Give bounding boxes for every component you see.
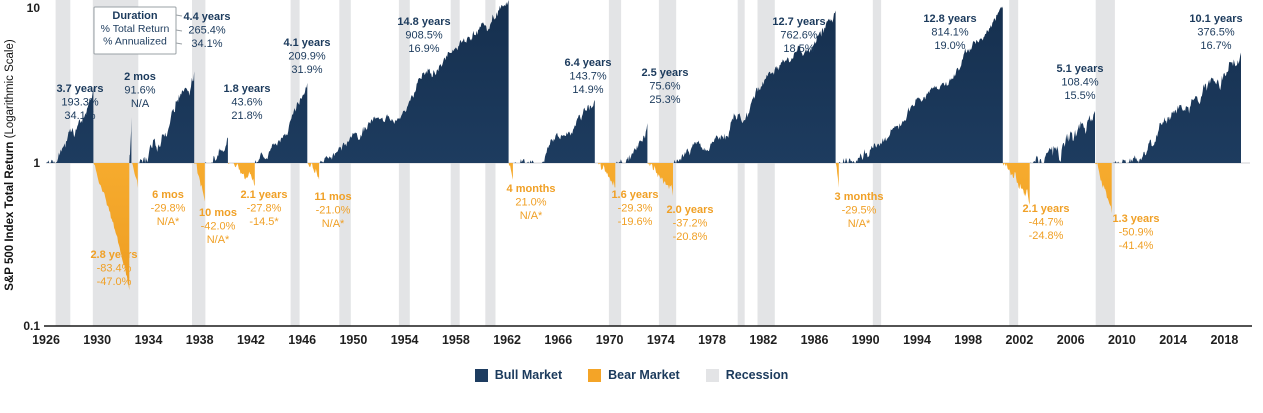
bull-market-area bbox=[615, 123, 648, 163]
x-tick-label: 1994 bbox=[903, 333, 931, 347]
y-axis-title: S&P 500 Index Total Return (Logarithmic … bbox=[4, 39, 16, 291]
bear-market-annotation: 2.0 years -37.2% -20.8% bbox=[666, 204, 713, 243]
bear-market-area bbox=[131, 163, 138, 188]
bull-market-area bbox=[1029, 111, 1095, 163]
bull-market-annotation: 14.8 years 908.5% 16.9% bbox=[397, 16, 450, 55]
bear-market-annotation: 2.1 years -44.7% -24.8% bbox=[1022, 203, 1069, 242]
bear-market-area bbox=[194, 163, 205, 202]
bull-market-annotation: 12.7 years 762.6% 18.5% bbox=[772, 16, 825, 55]
x-tick-label: 1930 bbox=[83, 333, 111, 347]
bear-market-annotation: 1.3 years -50.9% -41.4% bbox=[1112, 213, 1159, 252]
duration-key-leader-line bbox=[175, 42, 183, 45]
bear-market-annotation: 10 mos -42.0% N/A* bbox=[199, 207, 237, 246]
legend-swatch bbox=[474, 368, 488, 382]
bull-market-area bbox=[137, 71, 195, 163]
bear-market-area bbox=[647, 163, 673, 196]
bull-market-annotation: 4.1 years 209.9% 31.9% bbox=[283, 37, 330, 76]
bull-market-annotation: 10.1 years 376.5% 16.7% bbox=[1189, 13, 1242, 52]
x-tick-label: 1934 bbox=[135, 333, 163, 347]
bear-market-annotation: 1.6 years -29.3% -19.6% bbox=[611, 189, 658, 228]
bull-market-annotation: 4.4 years 265.4% 34.1% bbox=[183, 11, 230, 50]
x-tick-label: 2014 bbox=[1159, 333, 1187, 347]
x-tick-label: 1970 bbox=[596, 333, 624, 347]
x-tick-label: 1998 bbox=[954, 333, 982, 347]
duration-key-leader-line bbox=[175, 14, 183, 17]
x-tick-label: 1974 bbox=[647, 333, 675, 347]
x-tick-label: 1966 bbox=[544, 333, 572, 347]
duration-key-leader-line bbox=[175, 29, 183, 32]
bear-market-area bbox=[307, 163, 320, 180]
bull-market-annotation: 12.8 years 814.1% 19.0% bbox=[923, 13, 976, 52]
duration-key-line3: % Annualized bbox=[103, 36, 167, 48]
bull-market-area bbox=[512, 99, 595, 163]
bear-market-area bbox=[508, 163, 513, 180]
bull-market-annotation: 5.1 years 108.4% 15.5% bbox=[1056, 63, 1103, 102]
legend-swatch bbox=[705, 368, 719, 382]
bull-market-area bbox=[46, 86, 94, 163]
duration-key-line2: % Total Return bbox=[101, 23, 170, 35]
x-tick-label: 1982 bbox=[749, 333, 777, 347]
bull-market-area bbox=[204, 137, 228, 163]
legend-item-bull-market: Bull Market bbox=[474, 368, 563, 382]
x-tick-label: 1946 bbox=[288, 333, 316, 347]
bear-market-area bbox=[1095, 163, 1112, 214]
legend-label: Bear Market bbox=[608, 368, 680, 382]
legend-item-recession: Recession bbox=[705, 368, 789, 382]
bull-market-area bbox=[254, 82, 308, 163]
bull-market-annotation: 1.8 years 43.6% 21.8% bbox=[223, 83, 270, 122]
legend-label: Recession bbox=[725, 368, 789, 382]
x-tick-label: 1950 bbox=[339, 333, 367, 347]
bull-market-area bbox=[838, 6, 1003, 164]
bull-market-annotation: 6.4 years 143.7% 14.9% bbox=[564, 57, 611, 96]
x-tick-label: 1978 bbox=[698, 333, 726, 347]
bull-market-annotation: 2 mos 91.6% N/A bbox=[124, 71, 156, 110]
bear-market-annotation: 3 months -29.5% N/A* bbox=[835, 191, 884, 230]
x-tick-label: 1990 bbox=[852, 333, 880, 347]
chart-canvas: Duration% Total Return% Annualized 3.7 ye… bbox=[4, 0, 1252, 347]
x-tick-label: 1926 bbox=[32, 333, 60, 347]
x-tick-label: 2010 bbox=[1108, 333, 1136, 347]
x-tick-label: 2018 bbox=[1210, 333, 1238, 347]
chart-legend: Bull Market Bear Market Recession bbox=[0, 368, 1263, 382]
legend-swatch bbox=[588, 368, 602, 382]
x-tick-label: 1954 bbox=[391, 333, 419, 347]
y-tick-label: 0.1 bbox=[23, 319, 40, 333]
bull-market-area bbox=[129, 117, 132, 163]
x-tick-label: 1942 bbox=[237, 333, 265, 347]
x-tick-label: 1938 bbox=[186, 333, 214, 347]
bull-market-area bbox=[673, 10, 836, 163]
bear-market-area bbox=[93, 163, 130, 291]
bear-market-annotation: 2.8 years -83.4% -47.0% bbox=[90, 249, 137, 288]
bear-market-area bbox=[227, 163, 255, 187]
y-tick-label: 1 bbox=[33, 156, 40, 170]
x-tick-label: 1958 bbox=[442, 333, 470, 347]
x-tick-label: 2002 bbox=[1005, 333, 1033, 347]
bull-market-area bbox=[1111, 52, 1241, 163]
bull-market-area bbox=[319, 0, 509, 163]
bull-market-annotation: 3.7 years 193.3% 34.1% bbox=[56, 83, 103, 122]
bear-market-annotation: 4 months 21.0% N/A* bbox=[507, 183, 556, 222]
y-tick-label: 10 bbox=[27, 1, 41, 15]
duration-key-title: Duration bbox=[112, 10, 158, 22]
x-tick-label: 1962 bbox=[493, 333, 521, 347]
bear-market-annotation: 2.1 years -27.8% -14.5* bbox=[240, 189, 287, 228]
legend-item-bear-market: Bear Market bbox=[588, 368, 680, 382]
bear-market-area bbox=[835, 163, 839, 188]
bear-market-annotation: 11 mos -21.0% N/A* bbox=[314, 191, 351, 230]
legend-label: Bull Market bbox=[494, 368, 563, 382]
x-tick-label: 1986 bbox=[801, 333, 829, 347]
bear-market-area bbox=[594, 163, 616, 188]
bull-market-annotation: 2.5 years 75.6% 25.3% bbox=[641, 67, 688, 106]
bear-market-area bbox=[1002, 163, 1030, 205]
x-tick-label: 2006 bbox=[1057, 333, 1085, 347]
bear-market-annotation: 6 mos -29.8% N/A* bbox=[151, 189, 186, 228]
